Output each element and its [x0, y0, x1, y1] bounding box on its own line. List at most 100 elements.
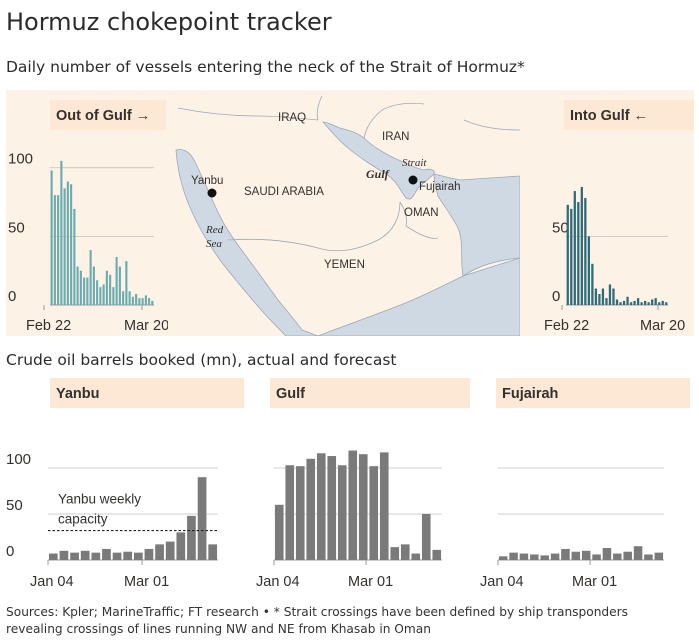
out-bar-7 [73, 208, 76, 305]
yanbu-bar-8 [133, 552, 143, 560]
yanbu-bar-0 [48, 553, 58, 560]
into-bar-23 [647, 302, 650, 305]
out-bar-10 [83, 277, 86, 305]
fujairah-bar-12 [623, 551, 632, 560]
gulf-bar-2 [295, 466, 305, 560]
map-label-strait: Strait [402, 157, 427, 169]
into-bar-21 [640, 302, 643, 305]
gulf-bar-0 [274, 504, 284, 560]
fujairah-bar-7 [571, 551, 581, 560]
fujairah-bar-2 [519, 553, 529, 560]
map-label-yemen: YEMEN [324, 259, 365, 271]
into-bar-26 [658, 302, 661, 305]
yanbu-xtick-label-0: Jan 04 [30, 574, 74, 590]
fujairah-header-title: Fujairah [502, 386, 558, 402]
crude-section-title: Crude oil barrels booked (mn), actual an… [6, 351, 397, 369]
into-bar-18 [629, 302, 633, 305]
out-bar-6 [70, 184, 73, 305]
out-bar-2 [57, 195, 60, 305]
map-label-saudi-arabia: SAUDI ARABIA [244, 186, 324, 198]
into-ytick-50: 50 [552, 219, 569, 236]
page-subtitle: Daily number of vessels entering the nec… [6, 58, 525, 76]
out-ytick-50: 50 [8, 219, 25, 236]
into-bar-13 [612, 288, 615, 305]
fujairah-bar-0 [498, 556, 508, 560]
out-bar-14 [96, 280, 99, 305]
out-bar-24 [128, 291, 131, 305]
out-bar-8 [76, 266, 79, 305]
into-bar-25 [654, 298, 657, 305]
yanbu-bar-9 [144, 548, 154, 560]
out-bar-17 [105, 270, 108, 305]
out-of-gulf-chart: Out of Gulf → 0 50 100 Feb 22 Mar 20 [8, 100, 168, 334]
fujairah-bar-5 [550, 553, 560, 560]
out-bar-19 [112, 287, 115, 305]
into-bar-16 [622, 300, 626, 305]
out-xtick-label-1: Mar 20 [124, 318, 168, 334]
gulf-crude-chart: Gulf Jan 04 Mar 01 [256, 378, 470, 590]
gulf-bar-5 [327, 456, 337, 560]
out-bar-16 [102, 284, 105, 305]
yanbu-bar-13 [187, 515, 196, 560]
country-borders [177, 95, 520, 252]
yanbu-marker [207, 188, 217, 198]
fujairah-marker [408, 175, 418, 185]
yanbu-bar-14 [197, 477, 207, 560]
yanbu-capacity-label-2: capacity [58, 512, 108, 527]
fujairah-bar-15 [654, 552, 664, 560]
yanbu-bar-11 [165, 541, 175, 560]
gulf-of-aden [317, 257, 520, 336]
into-bar-10 [601, 288, 605, 305]
into-bar-7 [591, 263, 594, 305]
gulf-bar-10 [379, 452, 389, 560]
map-label-yanbu: Yanbu [191, 175, 223, 187]
gulf-bar-12 [400, 544, 410, 560]
yanbu-capacity-label-1: Yanbu weekly [58, 492, 141, 507]
yanbu-xtick-label-1: Mar 01 [124, 574, 169, 590]
fujairah-bar-8 [581, 550, 591, 560]
gulf-of-oman-arabian-sea [433, 173, 520, 277]
gulf-xtick-label-1: Mar 01 [348, 574, 393, 590]
out-bar-28 [141, 298, 144, 305]
fujairah-bar-3 [530, 554, 539, 560]
fujairah-bar-9 [592, 554, 601, 560]
into-bar-17 [626, 296, 629, 305]
out-bar-23 [125, 261, 128, 305]
into-bar-12 [608, 284, 612, 305]
yanbu-bar-12 [176, 532, 186, 560]
out-bar-21 [118, 266, 121, 305]
gulf-bar-14 [421, 514, 431, 560]
footnote-line-2: revealing crossings of lines running NW … [6, 622, 431, 636]
into-bar-15 [619, 302, 622, 305]
yanbu-bar-1 [59, 550, 69, 560]
fujairah-crude-chart: Fujairah Jan 04 Mar 01 [480, 378, 690, 590]
out-bar-22 [122, 291, 125, 305]
out-bar-31 [151, 300, 154, 305]
fujairah-bar-6 [561, 548, 570, 560]
map-label-red: Red [205, 224, 224, 236]
out-bar-29 [144, 295, 147, 305]
fujairah-bar-4 [540, 555, 549, 560]
out-bar-13 [92, 266, 95, 305]
out-bar-9 [79, 270, 82, 305]
gulf-bar-13 [411, 553, 421, 560]
out-header-title: Out of Gulf → [56, 108, 150, 124]
into-bar-14 [615, 299, 619, 305]
into-ytick-0: 0 [552, 288, 560, 305]
gulf-bar-7 [348, 450, 358, 560]
into-bar-9 [598, 294, 601, 305]
map-label-sea: Sea [206, 238, 222, 250]
out-ytick-0: 0 [8, 288, 16, 305]
into-bar-1 [570, 208, 573, 305]
out-bar-3 [60, 160, 63, 305]
yanbu-ytick-50: 50 [6, 497, 23, 514]
fujairah-xtick-label-0: Jan 04 [480, 574, 524, 590]
out-xtick-label-0: Feb 22 [26, 318, 71, 334]
fujairah-bar-11 [613, 553, 622, 560]
hormuz-map: IRAQ IRAN SAUDI ARABIA OMAN YEMEN Yanbu … [168, 90, 520, 336]
out-bar-0 [50, 170, 53, 305]
fujairah-bar-13 [633, 546, 643, 560]
yanbu-bar-6 [112, 552, 122, 560]
out-bar-4 [63, 188, 66, 305]
into-xtick-label-1: Mar 20 [640, 318, 685, 334]
